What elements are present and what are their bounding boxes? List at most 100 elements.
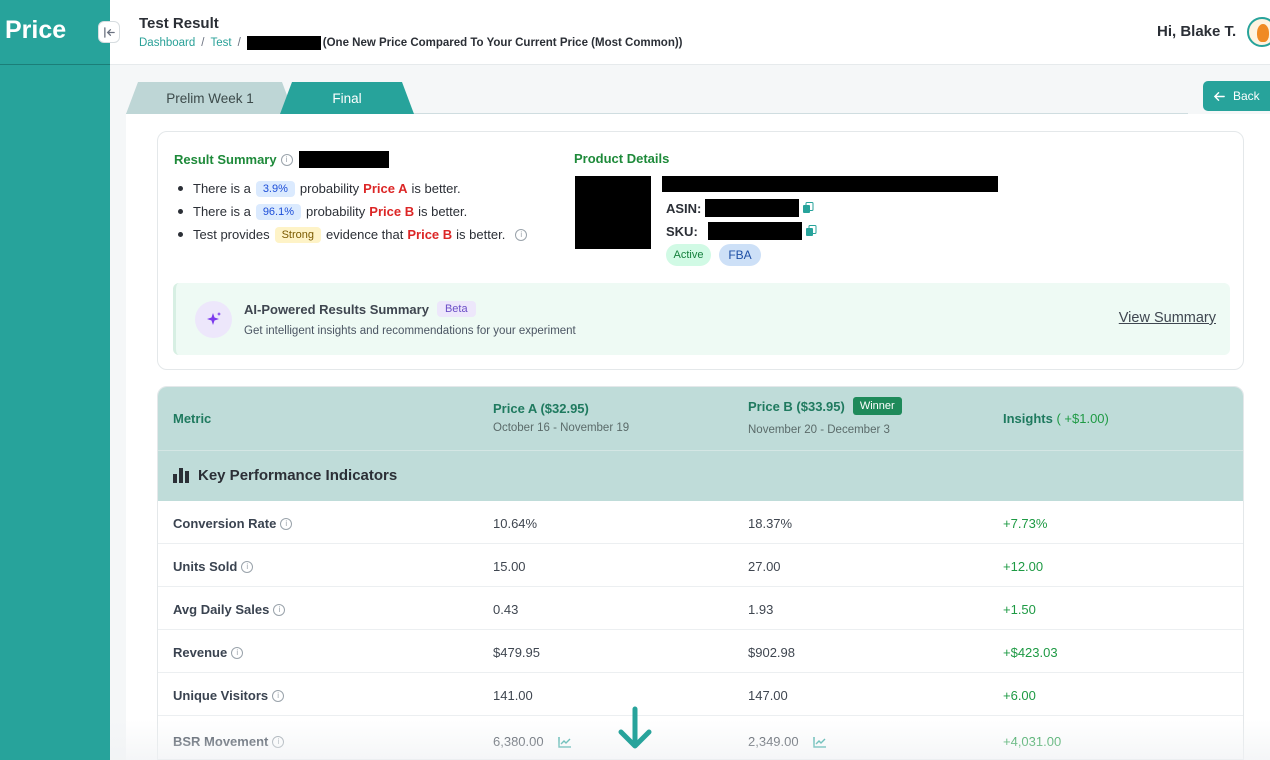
line-text: There is a: [193, 181, 251, 196]
header-insights-label: Insights: [1003, 411, 1053, 426]
tab-final[interactable]: Final: [280, 82, 414, 114]
trend-chart-icon[interactable]: [812, 736, 827, 748]
avatar[interactable]: [1247, 17, 1270, 47]
table-row: BSR Movement i 6,380.00 2,349.00 +4,031.0…: [158, 716, 1243, 759]
metric-name: Revenue i: [173, 645, 244, 660]
metric-label: Conversion Rate: [173, 516, 277, 531]
evidence-badge: Strong: [274, 226, 322, 243]
summary-card: Result Summary i There is a 3.9% probabi…: [157, 131, 1244, 370]
metrics-table: Metric Price A ($32.95) October 16 - Nov…: [157, 386, 1244, 760]
table-row: Units Sold i 15.00 27.00 +12.00: [158, 544, 1243, 587]
price-b-value: $902.98: [748, 645, 795, 660]
header-price-a: Price A ($32.95): [493, 401, 589, 416]
table-row: Avg Daily Sales i 0.43 1.93 +1.50: [158, 587, 1243, 630]
line-text: is better.: [411, 181, 461, 196]
status-badge: Active: [666, 244, 711, 266]
insight-value: +1.50: [1003, 602, 1036, 617]
header-price-b-label: Price B ($33.95): [748, 398, 845, 414]
price-b-value: 18.37%: [748, 516, 793, 531]
table-row: Conversion Rate i 10.64% 18.37% +7.73%: [158, 501, 1243, 544]
price-a-value: 15.00: [493, 559, 526, 574]
insight-value: +7.73%: [1003, 516, 1048, 531]
sku-label: SKU:: [666, 223, 698, 239]
tab-prelim-week-1[interactable]: Prelim Week 1: [126, 82, 294, 114]
result-summary-label: Result Summary: [174, 152, 277, 167]
kpi-section-label: Key Performance Indicators: [198, 467, 398, 484]
price-label: Price B: [369, 204, 415, 219]
breadcrumb: Dashboard / Test / (One New Price Compar…: [139, 36, 683, 50]
price-b-value: 27.00: [748, 559, 781, 574]
line-text: probability: [299, 181, 360, 196]
metric-label: Revenue: [173, 645, 228, 660]
user-greeting: Hi, Blake T.: [1157, 23, 1237, 40]
winner-badge: Winner: [852, 397, 902, 415]
metric-label: BSR Movement: [173, 734, 269, 749]
copy-icon[interactable]: [805, 225, 817, 237]
header-metric: Metric: [173, 411, 212, 426]
result-tabs: Prelim Week 1 Final: [126, 82, 1188, 114]
kpi-section-title: Key Performance Indicators: [173, 467, 397, 484]
copy-icon[interactable]: [802, 202, 814, 214]
probability-badge: 96.1%: [255, 203, 302, 220]
fulfillment-badge: FBA: [719, 244, 761, 266]
line-text: probability: [306, 204, 366, 219]
bar-chart-icon: [173, 468, 189, 483]
trend-chart-icon[interactable]: [557, 736, 572, 748]
asin-label: ASIN:: [666, 200, 702, 216]
info-icon[interactable]: i: [272, 735, 285, 748]
info-icon[interactable]: i: [231, 646, 244, 659]
ai-summary-banner: AI-Powered Results Summary Beta Get inte…: [173, 283, 1230, 355]
metric-label: Avg Daily Sales: [173, 602, 270, 617]
ai-summary-title: AI-Powered Results Summary Beta: [244, 301, 476, 317]
header-insights: Insights ( +$1.00): [1003, 411, 1109, 426]
product-details-title: Product Details: [574, 151, 670, 166]
breadcrumb-current: (One New Price Compared To Your Current …: [322, 37, 683, 49]
price-b-value: 1.93: [748, 602, 774, 617]
table-row: Revenue i $479.95 $902.98 +$423.03: [158, 630, 1243, 673]
redacted-product-name: [662, 176, 998, 192]
price-label: Price A: [363, 181, 408, 196]
price-b-value: 147.00: [748, 688, 788, 703]
breadcrumb-test[interactable]: Test: [210, 37, 232, 49]
metric-label: Unique Visitors: [173, 688, 269, 703]
breadcrumb-separator: /: [237, 37, 241, 49]
price-label: Price B: [407, 227, 453, 242]
sidebar-divider: [0, 64, 110, 65]
line-text: is better.: [418, 204, 468, 219]
info-icon[interactable]: i: [280, 517, 293, 530]
kpi-section-header: Key Performance Indicators: [158, 450, 1243, 501]
collapse-sidebar-button[interactable]: [98, 21, 120, 43]
info-icon[interactable]: i: [273, 603, 286, 616]
info-icon[interactable]: i: [272, 689, 285, 702]
price-a-value: 0.43: [493, 602, 519, 617]
bsr-value: 6,380.00: [493, 734, 544, 749]
metric-name: Avg Daily Sales i: [173, 602, 286, 617]
insight-value: +4,031.00: [1003, 734, 1062, 749]
breadcrumb-dashboard[interactable]: Dashboard: [139, 37, 196, 49]
back-button[interactable]: Back: [1203, 81, 1270, 111]
metric-name: BSR Movement i: [173, 734, 285, 749]
sku-row: SKU:: [666, 222, 817, 240]
collapse-icon: [103, 26, 115, 38]
price-a-value: $479.95: [493, 645, 540, 660]
scroll-down-arrow-icon[interactable]: [615, 706, 655, 752]
redacted-block: [298, 151, 389, 168]
info-icon[interactable]: i: [515, 228, 528, 241]
info-icon[interactable]: i: [241, 560, 254, 573]
redacted-test-name: [246, 36, 321, 50]
line-text: There is a: [193, 204, 251, 219]
metric-label: Units Sold: [173, 559, 238, 574]
top-header: Test Result Dashboard / Test / (One New …: [98, 0, 1270, 65]
line-text: evidence that: [326, 227, 404, 242]
table-row: Unique Visitors i 141.00 147.00 +6.00: [158, 673, 1243, 716]
redacted-sku: [707, 222, 802, 240]
view-summary-link[interactable]: View Summary: [1118, 310, 1216, 326]
insight-value: +12.00: [1003, 559, 1044, 574]
insight-value: +6.00: [1003, 688, 1036, 703]
list-item: Test provides Strong evidence that Price…: [174, 223, 528, 246]
header-price-b-dates: November 20 - December 3: [748, 424, 890, 436]
table-header: Metric Price A ($32.95) October 16 - Nov…: [158, 387, 1243, 450]
header-price-a-dates: October 16 - November 19: [493, 422, 630, 434]
probability-badge: 3.9%: [255, 180, 295, 197]
info-icon[interactable]: i: [280, 153, 293, 166]
